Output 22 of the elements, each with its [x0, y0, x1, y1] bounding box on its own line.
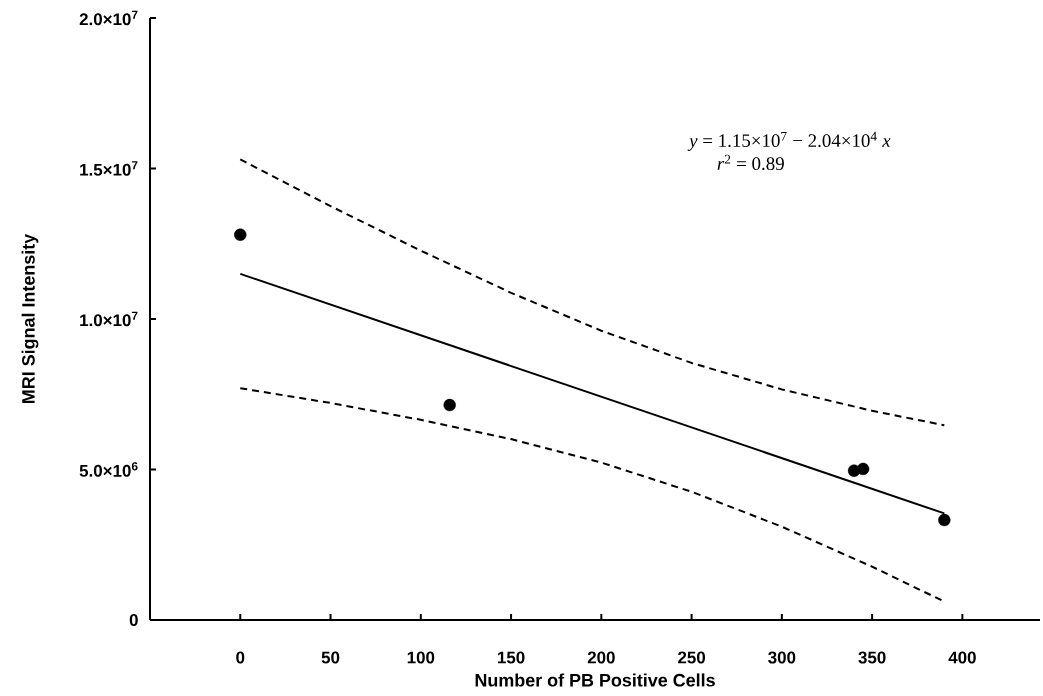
y-tick-label: 5.0×10$^{6}$: [79, 462, 138, 477]
point: [856, 462, 870, 476]
y-tick-label: 2.0×10$^{7}$: [79, 10, 138, 26]
y-tick-label: 1.0×10$^{7}$: [80, 311, 138, 327]
y-tick-label: 0: [129, 613, 138, 626]
y-tick-label: 1.5×10$^{7}$: [80, 161, 138, 176]
x-tick-label: 150: [498, 651, 525, 664]
x-tick-label: 0: [236, 651, 245, 664]
x-tick-label: 50: [321, 651, 340, 664]
x-tick-label: 250: [678, 651, 706, 664]
x-tick-label: 100: [407, 651, 435, 664]
annotation: r$^{2}$ = 0.89: [717, 154, 784, 171]
y-axis-title: MRI Signal Intensity: [21, 233, 39, 403]
x-tick-label: 200: [587, 651, 615, 664]
point: [234, 228, 247, 241]
x-tick-label: 400: [948, 651, 976, 664]
x-tick-label: 300: [768, 651, 796, 664]
point: [443, 398, 456, 412]
x-axis-title: Number of PB Positive Cells: [475, 673, 715, 687]
annotation: y = 1.15×10$^{7}$ − 2.04×10$^{4}$ x: [687, 131, 891, 151]
x-tick-label: 350: [858, 651, 886, 664]
point: [938, 513, 951, 527]
